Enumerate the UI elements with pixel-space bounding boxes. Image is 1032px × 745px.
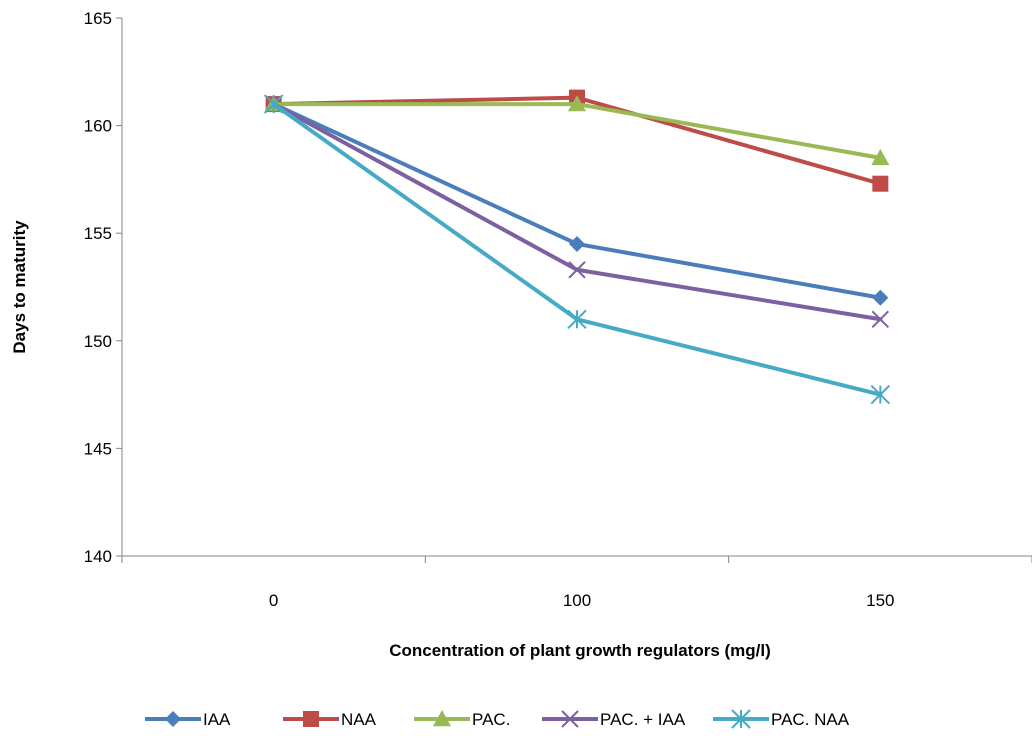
legend-marker bbox=[433, 710, 451, 727]
x-axis-title: Concentration of plant growth regulators… bbox=[389, 641, 771, 660]
legend-label: PAC. + IAA bbox=[600, 710, 686, 729]
data-point bbox=[568, 95, 586, 112]
legend-item: NAA bbox=[283, 710, 377, 729]
y-tick-label: 145 bbox=[84, 439, 112, 458]
legend-label: PAC. bbox=[472, 710, 510, 729]
y-tick-label: 160 bbox=[84, 117, 112, 136]
legend-label: NAA bbox=[341, 710, 377, 729]
series-0 bbox=[265, 96, 889, 306]
legend-marker bbox=[165, 711, 181, 727]
x-tick-label: 0 bbox=[269, 591, 278, 610]
data-point bbox=[870, 384, 891, 405]
series-2 bbox=[264, 95, 890, 166]
data-point bbox=[568, 261, 586, 279]
data-point bbox=[872, 175, 889, 192]
data-point bbox=[871, 148, 890, 166]
data-point bbox=[567, 309, 587, 329]
data-point bbox=[263, 94, 284, 114]
legend-item: PAC. NAA bbox=[713, 709, 850, 729]
y-tick-label: 150 bbox=[84, 332, 112, 351]
legend-marker bbox=[731, 709, 751, 729]
y-tick-label: 165 bbox=[84, 9, 112, 28]
series-layer bbox=[263, 89, 891, 405]
y-tick-label: 140 bbox=[84, 547, 112, 566]
legend-label: PAC. NAA bbox=[771, 710, 850, 729]
series-line bbox=[271, 102, 883, 160]
x-tick-label: 100 bbox=[563, 591, 591, 610]
legend-label: IAA bbox=[203, 710, 231, 729]
y-tick-label: 155 bbox=[84, 224, 112, 243]
legend-item: PAC. + IAA bbox=[542, 710, 686, 729]
legend-item: PAC. bbox=[414, 710, 510, 729]
series-4 bbox=[263, 94, 891, 405]
legend-item: IAA bbox=[145, 710, 231, 729]
series-3 bbox=[264, 95, 890, 328]
legend: IAA NAA PAC. PAC. + IAA PAC. NAA bbox=[145, 709, 850, 729]
data-point bbox=[871, 310, 890, 328]
legend-marker bbox=[303, 711, 319, 727]
y-axis-title: Days to maturity bbox=[10, 220, 29, 354]
x-tick-label: 150 bbox=[866, 591, 894, 610]
series-line bbox=[271, 102, 883, 322]
data-point bbox=[872, 289, 889, 306]
data-point bbox=[569, 235, 585, 252]
legend-marker bbox=[561, 710, 579, 728]
axes: 140 145 150 155 160 165 0 100 150 bbox=[84, 9, 1032, 610]
